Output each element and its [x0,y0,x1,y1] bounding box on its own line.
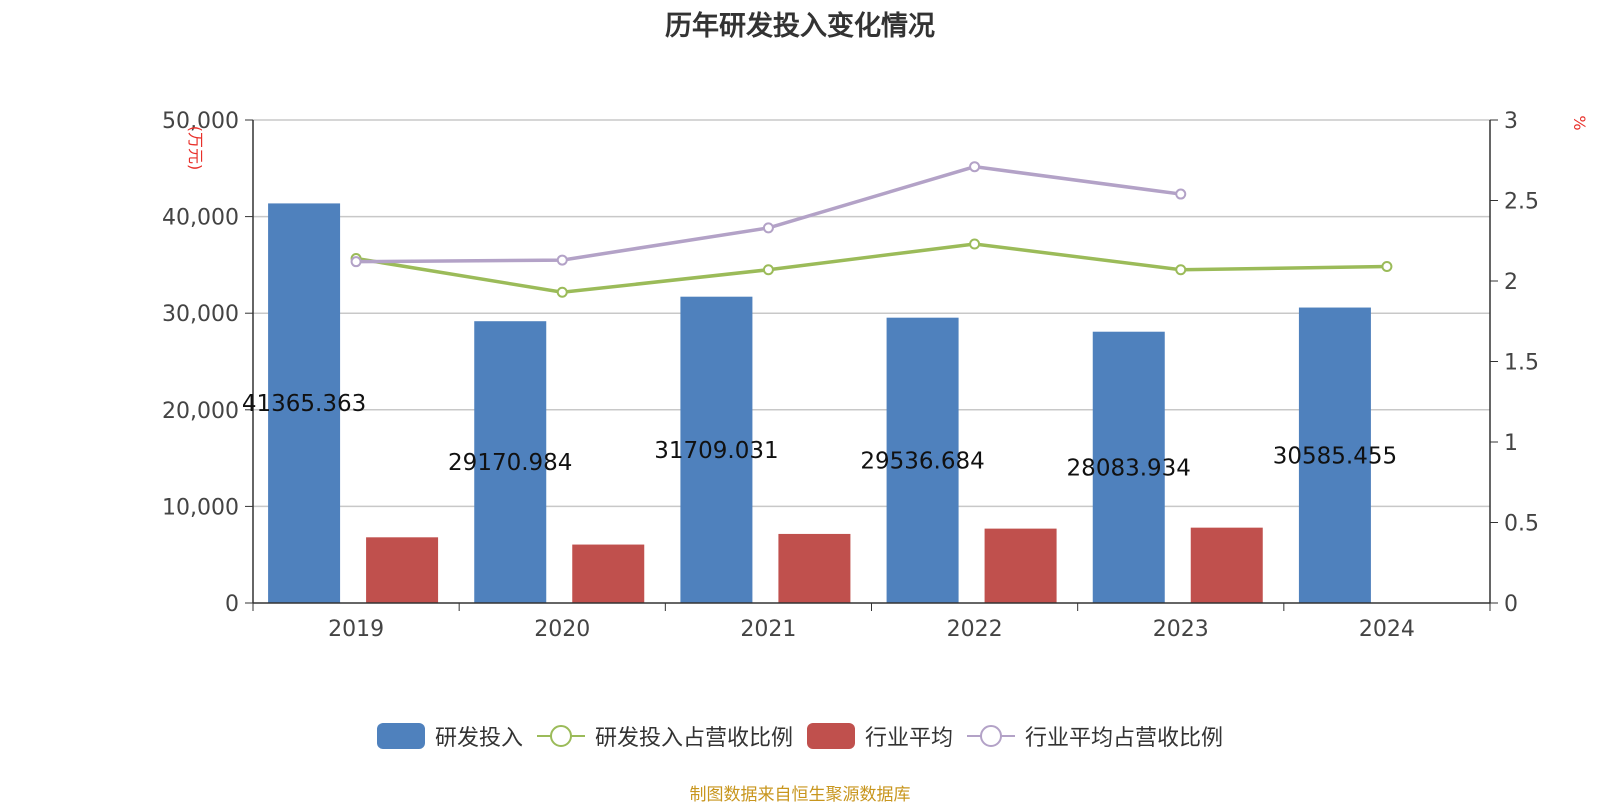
left-axis-tick-label: 20,000 [162,399,239,424]
data-source-note: 制图数据来自恒生聚源数据库 [689,785,911,805]
bar-value-label: 31709.031 [654,438,778,464]
right-axis-tick-label: 1 [1504,431,1518,456]
line-point [556,254,568,266]
bar [984,528,1057,603]
legend-label: 行业平均占营收比例 [1025,726,1224,751]
line-point [556,286,568,298]
lines [350,161,1393,298]
legend-item-rd-ratio[interactable]: 研发投入占营收比例 [536,720,793,752]
right-axis-unit: % [1570,115,1589,130]
legend-swatch-industry-avg [807,723,855,749]
bar [1190,527,1263,603]
bar [268,203,341,604]
chart-legend: 研发投入 研发投入占营收比例 行业平均 行业平均占营收比例 [0,720,1600,752]
series-line [355,242,1387,295]
bar-value-label: 30585.455 [1273,443,1397,469]
legend-swatch-rd-ratio [536,725,585,747]
data-labels: 41365.363 29170.984 31709.031 29536.684 2808… [242,391,1397,481]
chart-canvas: 0 10,000 20,000 30,000 40,000 50,000 0 0.5 1 1.5 2… [162,109,1589,642]
bar [1298,307,1371,603]
line-point [1175,188,1187,200]
legend-label: 研发投入 [434,726,523,751]
x-axis-tick-label: 2020 [534,617,590,642]
line-point [350,256,362,268]
x-axis-tick-label: 2023 [1153,617,1209,642]
left-axis-tick-label: 0 [225,592,239,617]
legend-item-industry-ratio[interactable]: 行业平均占营收比例 [967,720,1223,752]
x-axis-tick-label: 2019 [328,617,384,642]
right-axis-tick-label: 2 [1504,270,1518,295]
left-axis-unit: (万元) [186,126,205,171]
line-point [969,238,981,250]
right-axis-tick-label: 0 [1504,592,1518,617]
bar-value-label: 29536.684 [860,448,984,474]
line-point [969,161,981,173]
bar-value-label: 28083.934 [1067,455,1191,481]
right-axis-tick-label: 1.5 [1504,351,1539,376]
legend-item-rd-investment[interactable]: 研发投入 [376,720,523,752]
left-axis-tick-label: 40,000 [162,206,239,231]
legend-swatch-rd-investment [376,723,425,749]
chart-title: 历年研发投入变化情况 [665,11,935,42]
bar-value-label: 29170.984 [448,450,572,476]
bar [1092,331,1165,603]
legend-swatch-industry-ratio [967,725,1016,747]
bars [268,203,1371,604]
legend-label: 研发投入占营收比例 [594,726,793,751]
bar [572,544,645,603]
left-axis-tick-label: 30,000 [162,302,239,327]
right-axis-tick-label: 0.5 [1504,512,1539,537]
bar [680,296,753,603]
bar [474,321,547,603]
left-axis-tick-label: 10,000 [162,495,239,520]
bar [886,317,959,603]
line-point [1381,261,1393,273]
axes: 0 10,000 20,000 30,000 40,000 50,000 0 0.5 1 1.5 2… [162,109,1539,642]
grid-lines [253,119,1490,508]
line-point [762,222,774,234]
left-axis-tick-label: 50,000 [162,109,239,134]
legend-label: 行业平均 [865,726,954,751]
right-axis-tick-label: 2.5 [1504,190,1539,215]
x-axis-tick-label: 2022 [947,617,1003,642]
line-point [762,264,774,276]
bar [366,537,439,603]
legend-item-industry-avg[interactable]: 行业平均 [807,720,953,752]
x-axis-tick-label: 2024 [1359,617,1415,642]
x-axis-tick-label: 2021 [740,617,796,642]
right-axis-tick-label: 3 [1504,109,1518,134]
bar-value-label: 41365.363 [242,391,366,417]
bar [778,533,851,603]
line-point [1175,264,1187,276]
series-line [356,164,1181,264]
